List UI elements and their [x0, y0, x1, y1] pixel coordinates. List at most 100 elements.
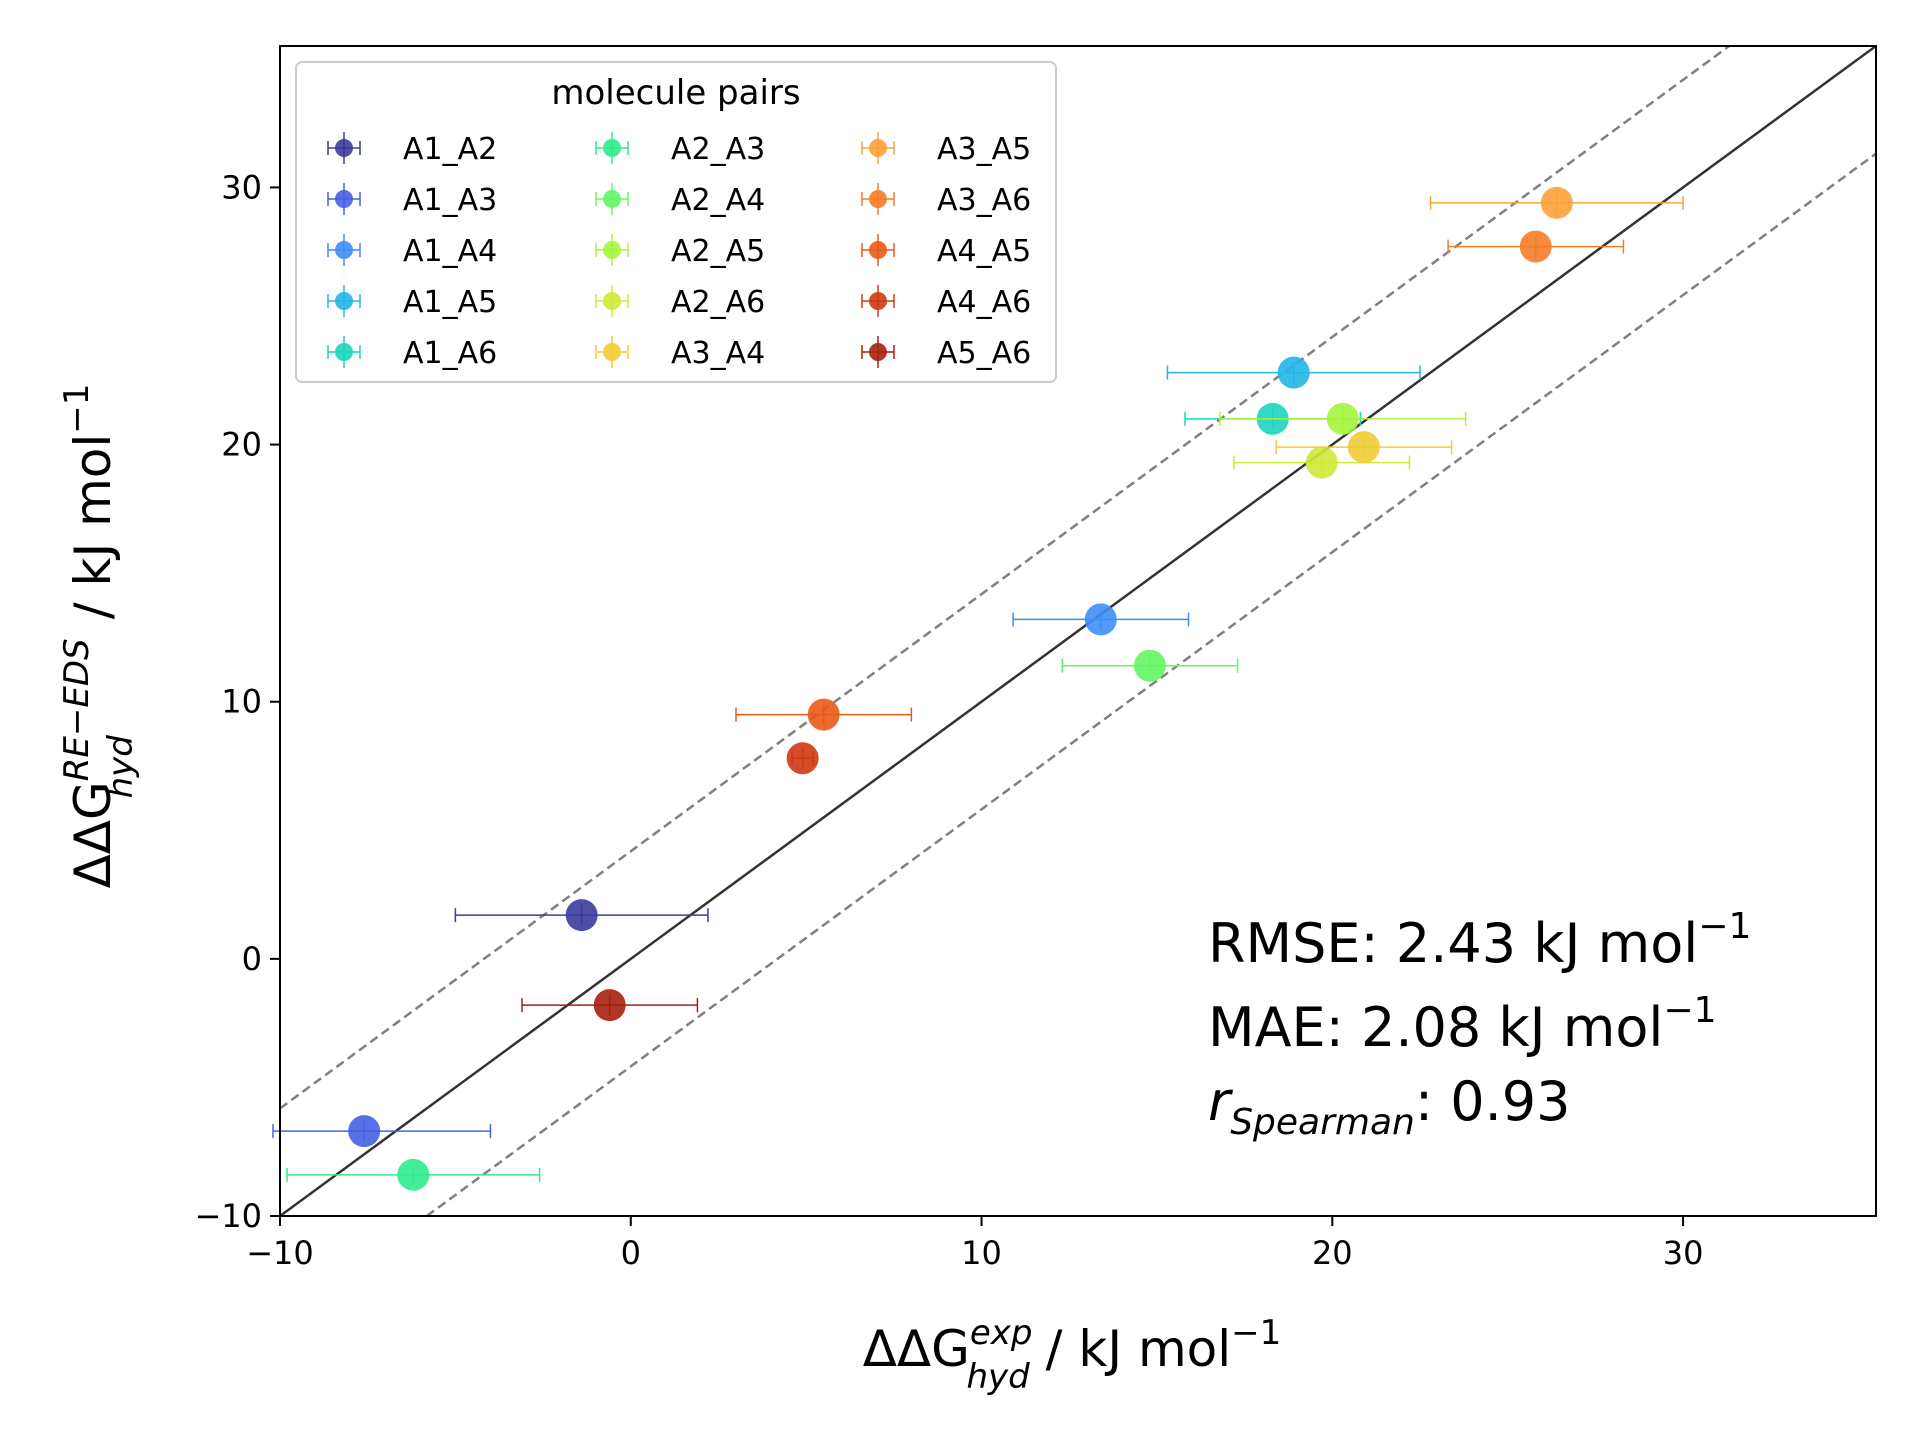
- x-tick-label: −10: [246, 1234, 314, 1272]
- y-label-unit: / kJ mol: [64, 434, 122, 635]
- legend-item-A2_A4: A2_A4: [595, 183, 765, 218]
- legend-marker: [869, 343, 887, 361]
- legend-label: A4_A6: [937, 285, 1031, 320]
- legend-marker: [603, 139, 621, 157]
- legend-marker: [603, 190, 621, 208]
- spearman-annotation: rSpearman: 0.93: [1208, 1070, 1570, 1143]
- legend-label: A2_A6: [671, 285, 765, 320]
- legend-label: A3_A5: [937, 132, 1031, 167]
- legend-item-A2_A5: A2_A5: [595, 234, 765, 269]
- y-tick-label: 30: [221, 168, 262, 206]
- point-A1_A5: [1166, 356, 1421, 389]
- plot-frame: [279, 45, 1877, 1217]
- legend-marker: [603, 292, 621, 310]
- legend-marker: [335, 292, 353, 310]
- rmse-annotation: RMSE: 2.43 kJ mol−1: [1208, 906, 1751, 975]
- legend-marker: [335, 190, 353, 208]
- point-A5_A6: [521, 989, 699, 1022]
- y-axis-label: ΔΔGRE−EDS hyd / kJ mol−1: [57, 384, 141, 889]
- y-tick-label: 20: [221, 426, 262, 464]
- marker-A4_A5: [807, 698, 840, 731]
- point-A3_A6: [1447, 230, 1625, 263]
- marker-A2_A3: [397, 1158, 430, 1191]
- legend-label: A2_A4: [671, 183, 765, 218]
- mae-text: MAE: 2.08 kJ mol: [1208, 996, 1663, 1059]
- legend-label: A1_A2: [403, 132, 497, 167]
- rmse-text: RMSE: 2.43 kJ mol: [1208, 912, 1698, 975]
- reference-lines: [280, 46, 1876, 1216]
- point-A3_A5: [1429, 186, 1684, 219]
- point-A1_A2: [454, 899, 709, 932]
- legend-label: A1_A5: [403, 285, 497, 320]
- point-A3_A4: [1275, 431, 1453, 464]
- point-A2_A5: [1219, 402, 1467, 435]
- legend-marker: [335, 241, 353, 259]
- x-tick-label: 0: [621, 1234, 641, 1272]
- x-label-unit: / kJ mol: [1030, 1320, 1231, 1378]
- reference-line-identity: [280, 46, 1876, 1216]
- y-ticks: −10 0 10 20 30: [194, 168, 280, 1235]
- point-A4_A6: [786, 742, 819, 775]
- spearman-sub: Spearman: [1230, 1102, 1415, 1143]
- marker-A4_A6: [786, 742, 819, 775]
- legend: molecule pairs A1_A2 A1_A3 A1_A4 A1_A5 A1_A6…: [295, 61, 1057, 383]
- legend-marker: [869, 241, 887, 259]
- point-A2_A3: [286, 1158, 541, 1191]
- legend-marker: [869, 139, 887, 157]
- legend-marker: [335, 343, 353, 361]
- point-A1_A3: [272, 1115, 492, 1148]
- marker-A1_A4: [1084, 603, 1117, 636]
- legend-item-A4_A6: A4_A6: [861, 285, 1031, 320]
- point-A2_A4: [1061, 649, 1239, 682]
- legend-item-A1_A5: A1_A5: [327, 285, 497, 320]
- x-ticks: −10 0 10 20 30: [246, 1216, 1703, 1272]
- y-label-sub: hyd: [101, 735, 141, 799]
- point-A1_A4: [1012, 603, 1190, 636]
- spearman-symbol: r: [1208, 1070, 1233, 1133]
- legend-title: molecule pairs: [551, 73, 800, 113]
- mae-exp: −1: [1663, 990, 1716, 1031]
- legend-marker: [335, 139, 353, 157]
- legend-marker: [869, 190, 887, 208]
- legend-item-A5_A6: A5_A6: [861, 336, 1031, 371]
- x-label-main: ΔΔG: [863, 1320, 970, 1378]
- y-label-main: ΔΔG: [64, 781, 122, 888]
- marker-A2_A5: [1326, 402, 1359, 435]
- point-A2_A6: [1233, 446, 1411, 479]
- y-tick-label: 10: [221, 683, 262, 721]
- marker-A2_A6: [1305, 446, 1338, 479]
- marker-A5_A6: [593, 989, 626, 1022]
- legend-item-A1_A4: A1_A4: [327, 234, 497, 269]
- reference-line-plus-tolerance: [280, 46, 1732, 1110]
- marker-A1_A5: [1277, 356, 1310, 389]
- data-points: [272, 186, 1684, 1191]
- legend-label: A4_A5: [937, 234, 1031, 269]
- legend-item-A3_A6: A3_A6: [861, 183, 1031, 218]
- legend-label: A1_A4: [403, 234, 497, 269]
- marker-A2_A4: [1133, 649, 1166, 682]
- spearman-value: : 0.93: [1415, 1070, 1571, 1133]
- legend-item-A2_A6: A2_A6: [595, 285, 765, 320]
- legend-marker: [603, 343, 621, 361]
- x-label-sub: hyd: [966, 1357, 1030, 1397]
- legend-item-A3_A5: A3_A5: [861, 132, 1031, 167]
- marker-A1_A3: [348, 1115, 381, 1148]
- legend-item-A1_A3: A1_A3: [327, 183, 497, 218]
- mae-annotation: MAE: 2.08 kJ mol−1: [1208, 990, 1717, 1059]
- reference-line-minus-tolerance: [424, 152, 1876, 1216]
- legend-item-A4_A5: A4_A5: [861, 234, 1031, 269]
- legend-label: A1_A3: [403, 183, 497, 218]
- legend-item-A3_A4: A3_A4: [595, 336, 765, 371]
- y-tick-label: −10: [194, 1197, 262, 1235]
- legend-item-A1_A2: A1_A2: [327, 132, 497, 167]
- legend-box: [295, 61, 1057, 383]
- legend-marker: [869, 292, 887, 310]
- legend-label: A3_A6: [937, 183, 1031, 218]
- x-tick-label: 20: [1312, 1234, 1353, 1272]
- legend-item-A1_A6: A1_A6: [327, 336, 497, 371]
- marker-A1_A2: [565, 899, 598, 932]
- marker-A3_A4: [1347, 431, 1380, 464]
- x-axis-label: ΔΔGexp hyd / kJ mol−1: [863, 1313, 1282, 1397]
- marker-A3_A5: [1540, 186, 1573, 219]
